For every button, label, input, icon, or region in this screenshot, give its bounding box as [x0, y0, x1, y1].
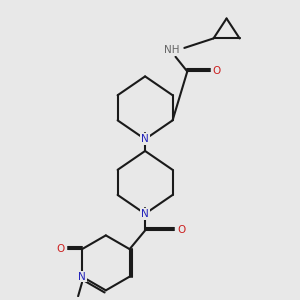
Text: NH: NH [164, 45, 179, 55]
Text: N: N [78, 272, 86, 282]
Text: N: N [141, 209, 149, 219]
Text: O: O [177, 226, 185, 236]
Text: O: O [213, 67, 221, 76]
Text: N: N [141, 134, 149, 144]
Text: O: O [56, 244, 64, 254]
